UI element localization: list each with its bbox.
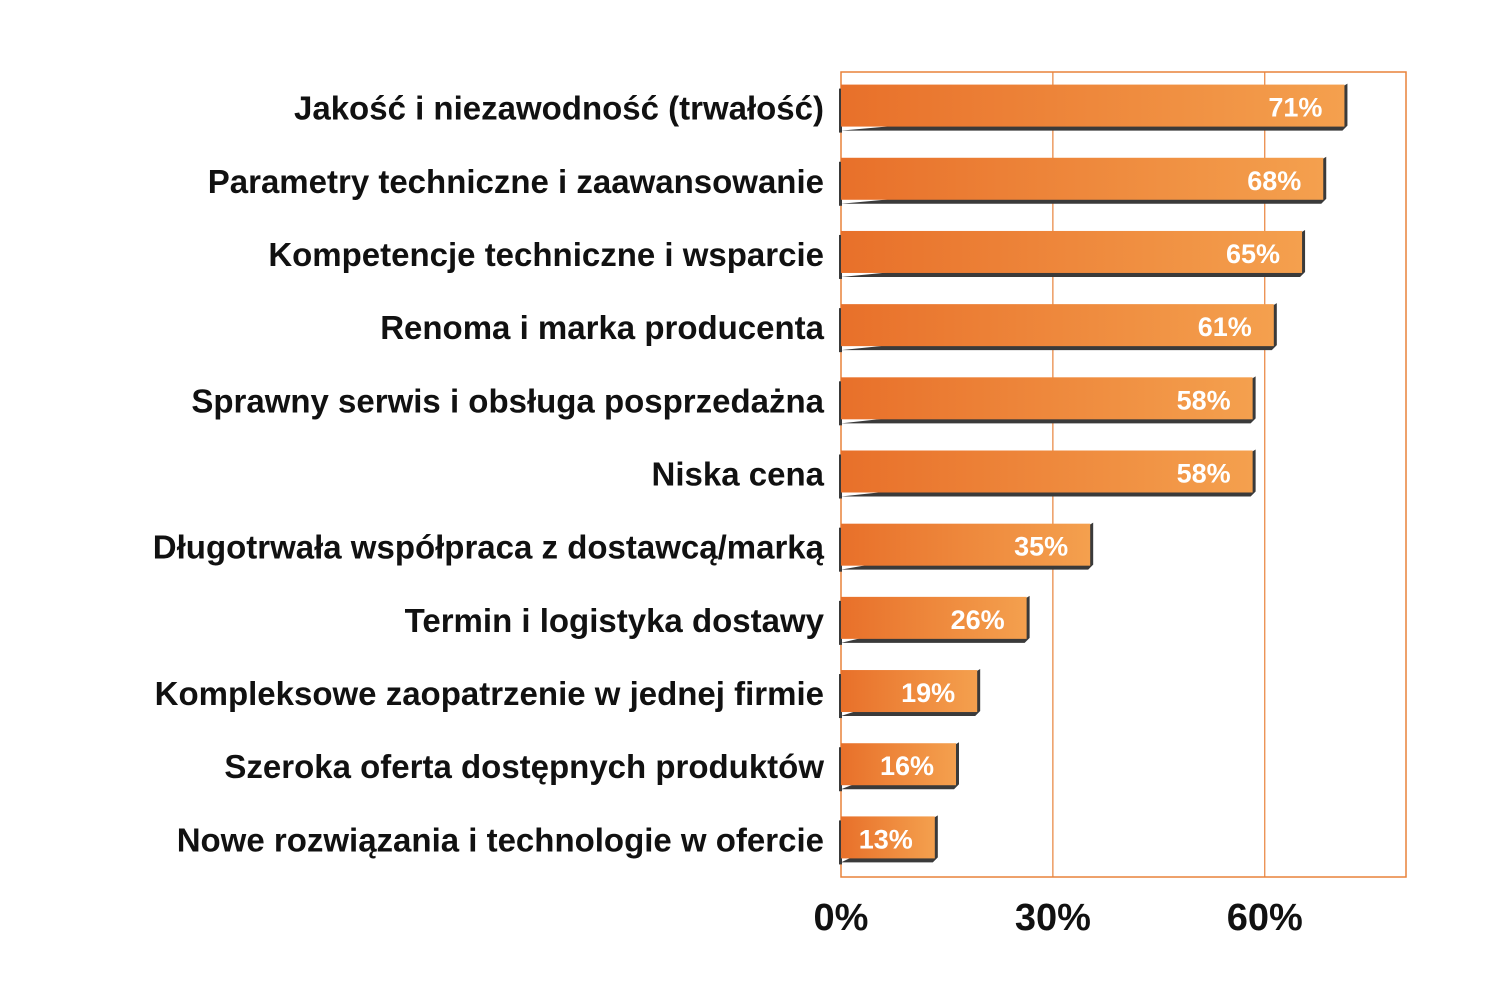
bar (841, 670, 978, 713)
bar-value-label: 58% (1177, 385, 1231, 415)
bar-value-label: 19% (901, 678, 955, 708)
bar (841, 596, 1027, 639)
category-label: Kompleksowe zaopatrzenie w jednej firmie (155, 675, 824, 712)
bar-edge (839, 454, 842, 499)
bar-group: 19% (839, 669, 981, 719)
bar-edge (839, 308, 842, 353)
category-label: Długotrwała współpraca z dostawcą/marką (153, 529, 825, 566)
bar-group: 16% (839, 742, 959, 792)
bar-edge (839, 747, 842, 792)
bar-group: 26% (839, 595, 1030, 645)
category-label: Kompetencje techniczne i wsparcie (268, 236, 824, 273)
bar-edge (839, 161, 842, 206)
bar (841, 816, 935, 859)
bar-layer: 71% 68% 65% 61% 58% 58% 35% 26% 19% 16% 13% (839, 83, 1348, 865)
bar-value-label: 58% (1177, 459, 1231, 489)
bar-group: 71% (839, 83, 1348, 133)
bar-group: 65% (839, 229, 1306, 279)
category-labels: Jakość i niezawodność (trwałość) Parametr… (153, 90, 825, 859)
bar-edge (839, 527, 842, 572)
x-tick-label: 30% (1015, 897, 1091, 939)
bar-edge (839, 381, 842, 426)
category-label: Jakość i niezawodność (trwałość) (294, 90, 824, 127)
bar-group: 13% (839, 815, 938, 865)
bar (841, 377, 1253, 420)
bar-edge (839, 600, 842, 645)
bar-group: 61% (839, 303, 1277, 353)
bar-value-label: 61% (1198, 312, 1252, 342)
category-label: Niska cena (652, 456, 825, 493)
bar-value-label: 68% (1247, 166, 1301, 196)
bar-group: 58% (839, 449, 1256, 499)
bar-group: 68% (839, 156, 1327, 206)
bar (841, 157, 1324, 200)
category-label: Parametry techniczne i zaawansowanie (208, 163, 824, 200)
bar-value-label: 13% (859, 824, 913, 854)
bar (841, 450, 1253, 493)
category-label: Renoma i marka producenta (380, 309, 824, 346)
x-tick-label: 0% (814, 897, 869, 939)
bar-value-label: 35% (1014, 532, 1068, 562)
category-label: Szeroka oferta dostępnych produktów (224, 748, 824, 785)
x-tick-label: 60% (1227, 897, 1303, 939)
category-label: Nowe rozwiązania i technologie w ofercie (177, 821, 824, 858)
bar-edge (839, 820, 842, 865)
bar-value-label: 71% (1268, 93, 1322, 123)
bar (841, 84, 1345, 127)
x-axis-tick-labels: 0% 30% 60% (814, 897, 1303, 939)
bar (841, 743, 956, 786)
bar-value-label: 26% (951, 605, 1005, 635)
bar (841, 230, 1303, 273)
category-label: Sprawny serwis i obsługa posprzedażna (191, 382, 824, 419)
bar (841, 523, 1091, 566)
category-label: Termin i logistyka dostawy (405, 602, 825, 639)
bar-group: 58% (839, 376, 1256, 426)
bar-group: 35% (839, 522, 1094, 572)
bar-value-label: 65% (1226, 239, 1280, 269)
bar-edge (839, 674, 842, 719)
bar (841, 304, 1274, 347)
bar-edge (839, 234, 842, 279)
bar-value-label: 16% (880, 751, 934, 781)
bar-edge (839, 88, 842, 133)
